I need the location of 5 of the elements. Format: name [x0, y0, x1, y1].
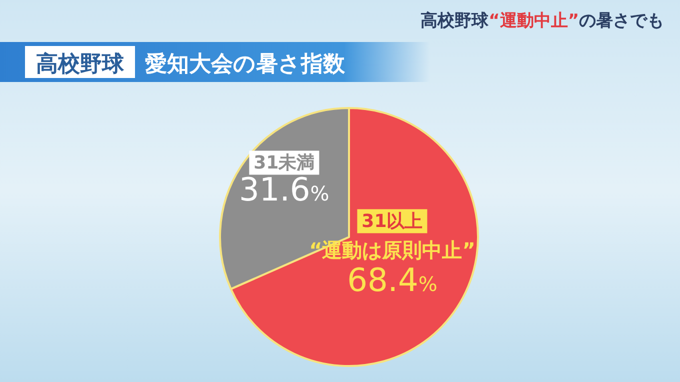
text: 高校野球“運動中止”の暑さでも: [420, 11, 664, 31]
data-label: 68.4%: [347, 261, 438, 300]
text: “運動は原則中止”: [309, 238, 476, 262]
slice-label: 31以上: [362, 211, 423, 232]
chart-title: 高校野球 愛知大会の暑さ指数: [36, 51, 346, 77]
